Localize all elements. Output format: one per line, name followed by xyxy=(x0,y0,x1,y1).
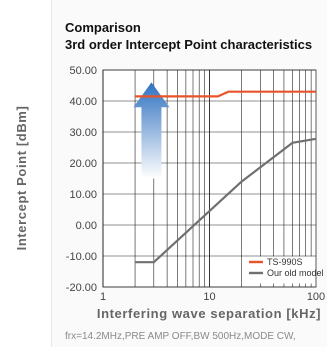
y-axis-ticks: -20.00 -10.00 0.00 10.00 20.00 30.00 40.00 50.0… xyxy=(66,65,97,294)
legend-label: TS-990S xyxy=(267,257,303,267)
y-tick-label: 10.00 xyxy=(69,189,97,201)
y-tick-label: -10.00 xyxy=(66,251,97,263)
chart-subtitle: 3rd order Intercept Point characteristic… xyxy=(65,37,312,52)
series-line xyxy=(135,137,317,264)
x-axis-ticks: 1 10 100 xyxy=(100,291,325,303)
x-tick-label: 100 xyxy=(307,291,325,303)
grid-lines xyxy=(102,69,316,288)
y-tick-label: 0.00 xyxy=(76,220,97,232)
x-axis-label: Interfering wave separation [kHz] xyxy=(97,306,321,321)
y-axis-label: Intercept Point [dBm] xyxy=(14,106,29,251)
up-arrow-icon xyxy=(133,82,170,179)
series-line xyxy=(135,90,316,98)
y-tick-label: 40.00 xyxy=(69,96,97,108)
chart-title: Comparison xyxy=(65,20,141,35)
legend-label: Our old model xyxy=(267,268,324,278)
y-tick-label: -20.00 xyxy=(66,282,97,294)
y-tick-label: 20.00 xyxy=(69,158,97,170)
x-tick-label: 10 xyxy=(203,291,215,303)
x-tick-label: 1 xyxy=(100,291,106,303)
y-tick-label: 30.00 xyxy=(69,127,97,139)
y-tick-label: 50.00 xyxy=(69,65,97,77)
series-lines xyxy=(135,90,317,264)
measurement-conditions: frx=14.2MHz,PRE AMP OFF,BW 500Hz,MODE CW… xyxy=(65,331,296,342)
